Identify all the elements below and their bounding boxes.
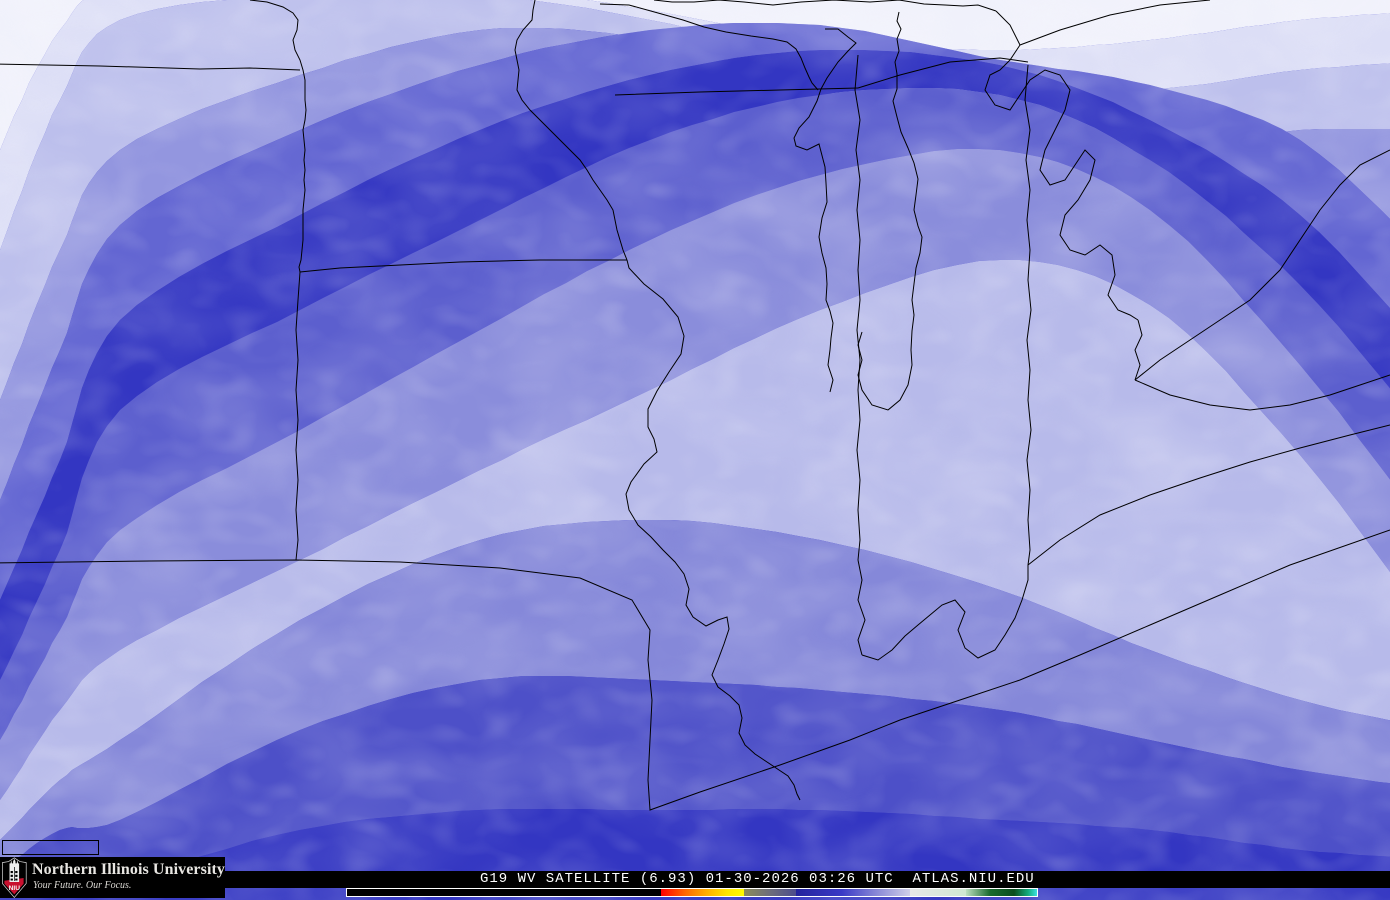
svg-text:NIU: NIU: [9, 885, 21, 892]
